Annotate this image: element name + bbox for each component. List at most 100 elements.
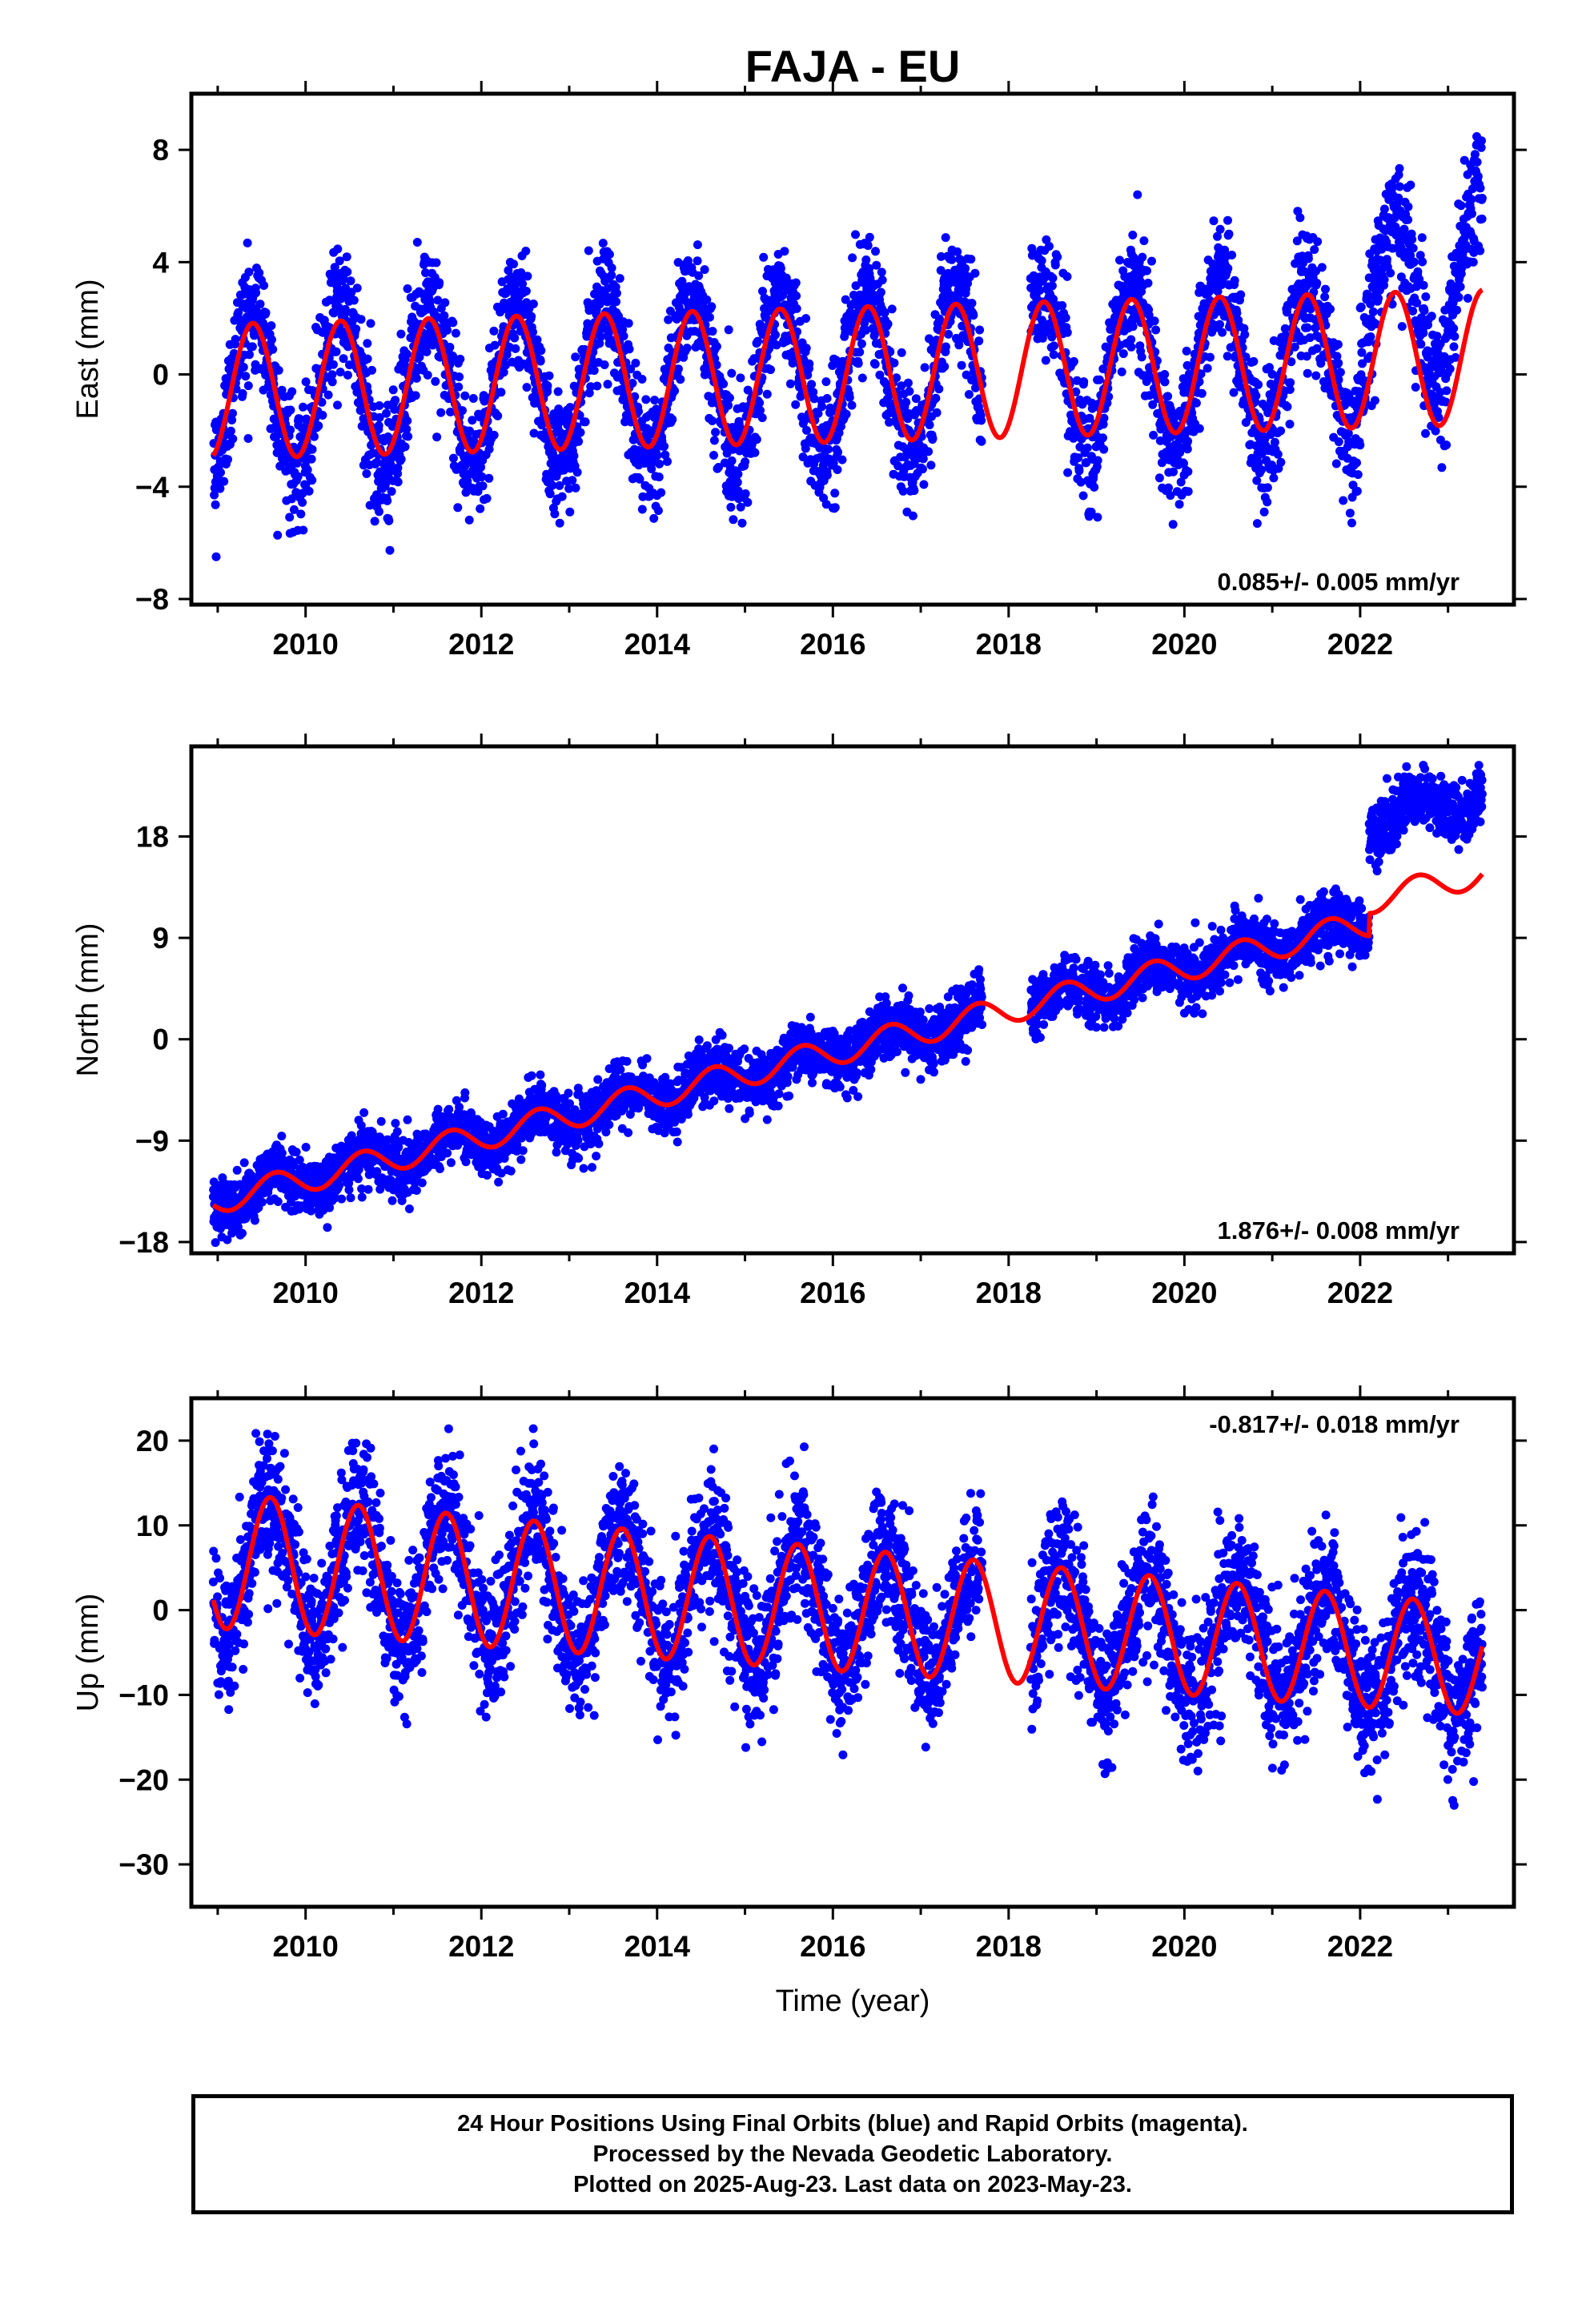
data-point <box>211 552 221 561</box>
data-point <box>596 332 605 342</box>
data-point <box>219 476 229 486</box>
data-point <box>966 255 976 264</box>
data-point <box>1382 255 1391 264</box>
x-tick-label: 2016 <box>800 628 865 661</box>
data-point <box>391 396 400 405</box>
data-point <box>1334 358 1343 368</box>
data-point <box>489 430 499 440</box>
data-point <box>367 365 376 375</box>
data-point <box>1173 440 1182 450</box>
data-point <box>1195 424 1204 433</box>
data-point <box>1366 332 1375 341</box>
data-point <box>391 1119 400 1128</box>
data-point <box>841 409 851 419</box>
data-point <box>446 408 455 416</box>
data-point <box>323 1223 332 1232</box>
data-point <box>352 283 362 293</box>
data-point <box>1379 275 1389 284</box>
data-point <box>1215 224 1225 234</box>
data-point <box>653 506 663 516</box>
data-point <box>1472 157 1482 167</box>
data-point <box>1353 470 1363 480</box>
data-point <box>876 287 885 297</box>
data-point <box>307 444 317 454</box>
data-point <box>708 416 717 425</box>
data-point <box>536 346 546 356</box>
data-point <box>708 327 717 336</box>
data-point <box>727 368 737 378</box>
data-point <box>693 256 702 266</box>
data-point <box>953 247 962 256</box>
data-point <box>887 304 897 314</box>
data-point <box>1035 286 1045 295</box>
data-point <box>1283 402 1292 412</box>
data-point <box>388 385 398 395</box>
data-point <box>1128 231 1138 239</box>
data-point <box>335 256 344 266</box>
y-tick-label: 4 <box>152 246 169 279</box>
data-point <box>863 241 873 251</box>
data-point <box>1218 328 1227 337</box>
data-point <box>510 333 520 343</box>
data-point <box>1470 150 1480 159</box>
data-point <box>871 247 880 256</box>
data-point <box>805 359 814 368</box>
data-point <box>935 316 945 326</box>
data-point <box>655 459 665 468</box>
data-point <box>693 240 702 250</box>
data-point <box>1445 364 1455 374</box>
data-point <box>1310 245 1319 255</box>
data-point <box>637 505 647 514</box>
data-point <box>821 500 831 509</box>
data-point <box>337 1194 347 1204</box>
data-point <box>1223 215 1232 225</box>
data-point <box>813 408 823 418</box>
data-point <box>833 448 843 457</box>
data-point <box>403 416 412 425</box>
data-point <box>584 246 593 255</box>
data-point <box>568 476 577 485</box>
data-point <box>504 266 513 275</box>
data-point <box>1477 214 1487 223</box>
data-point <box>374 421 383 430</box>
data-point <box>694 271 704 280</box>
panels-group: 2010 2012 2014 2016 2018 2020 2022840−4−8East … <box>71 81 1527 2018</box>
data-point <box>511 279 520 289</box>
data-point <box>296 509 306 519</box>
data-point <box>1176 477 1186 487</box>
data-point <box>762 389 772 399</box>
data-point <box>226 426 235 436</box>
data-point <box>660 441 669 451</box>
data-point <box>586 382 596 392</box>
data-point <box>1236 290 1246 300</box>
data-point <box>363 339 372 348</box>
data-point <box>861 255 871 264</box>
data-point <box>947 255 957 264</box>
data-point <box>343 267 352 276</box>
data-point <box>1399 224 1409 234</box>
data-point <box>255 300 265 309</box>
data-point <box>553 387 563 396</box>
data-point <box>637 375 647 384</box>
data-point <box>1450 332 1460 341</box>
data-point <box>571 483 580 493</box>
data-point <box>944 329 954 339</box>
data-point <box>1093 513 1102 522</box>
data-point <box>1312 279 1322 287</box>
data-point <box>1182 360 1192 370</box>
data-point <box>841 295 850 304</box>
data-point <box>1427 312 1436 321</box>
data-point <box>604 250 614 259</box>
data-point <box>612 297 620 307</box>
data-point <box>273 1197 283 1206</box>
data-point <box>1317 263 1327 272</box>
data-point <box>1468 209 1476 219</box>
data-point <box>855 348 865 357</box>
data-point <box>423 370 432 380</box>
data-point <box>238 1228 247 1238</box>
data-point <box>490 340 500 350</box>
data-point <box>1273 449 1283 459</box>
data-point <box>652 451 662 460</box>
data-point <box>880 308 889 317</box>
data-point <box>750 448 760 457</box>
